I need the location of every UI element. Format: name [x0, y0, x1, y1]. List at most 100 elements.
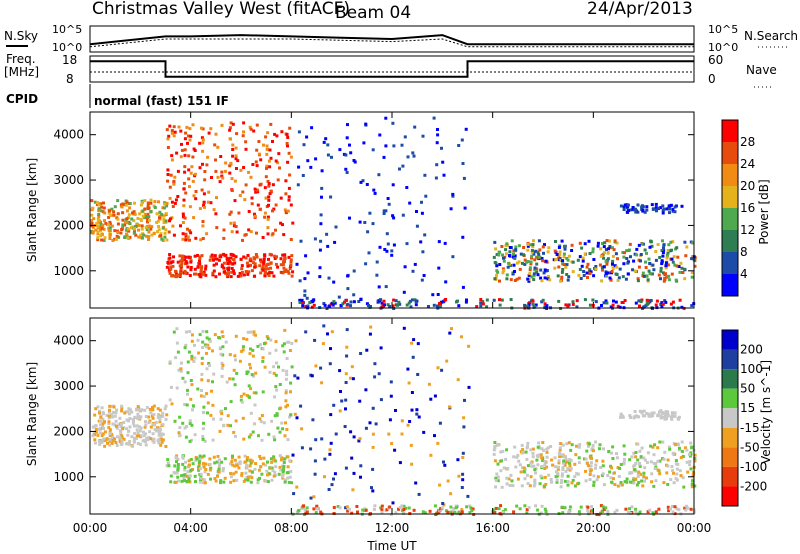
- echo-cell: [136, 405, 140, 409]
- echo-cell: [438, 304, 442, 308]
- cpid-label: CPID: [6, 92, 38, 106]
- echo-cell: [148, 407, 152, 411]
- y-tick-label: 4000: [53, 334, 84, 348]
- echo-cell: [518, 267, 522, 271]
- echo-cell: [516, 453, 520, 457]
- echo-cell: [560, 505, 564, 509]
- echo-cell: [591, 298, 595, 302]
- echo-cell: [645, 205, 649, 209]
- echo-cell: [253, 403, 257, 407]
- echo-cell: [285, 369, 289, 373]
- echo-cell: [652, 411, 656, 415]
- echo-cell: [90, 222, 94, 225]
- echo-cell: [532, 274, 536, 278]
- echo-cell: [638, 464, 642, 468]
- echo-cell: [332, 300, 336, 304]
- echo-cell: [301, 174, 305, 177]
- echo-cell: [161, 226, 165, 230]
- echo-cell: [671, 469, 675, 473]
- echo-cell: [460, 486, 464, 489]
- echo-cell: [174, 455, 178, 459]
- echo-cell: [244, 140, 248, 144]
- echo-cell: [229, 256, 233, 260]
- colorbar-tick-label: 16: [740, 201, 755, 215]
- echo-cell: [640, 410, 644, 413]
- echo-cell: [540, 504, 544, 508]
- echo-cell: [386, 197, 390, 200]
- echo-cell: [492, 255, 496, 259]
- echo-cell: [352, 300, 356, 304]
- echo-cell: [97, 215, 101, 218]
- echo-cell: [312, 303, 316, 307]
- echo-cell: [526, 441, 530, 445]
- echo-cell: [191, 408, 194, 412]
- echo-cell: [539, 474, 543, 478]
- echo-cell: [656, 413, 660, 417]
- echo-cell: [587, 444, 590, 448]
- echo-cell: [193, 356, 197, 360]
- echo-cell: [517, 276, 521, 280]
- echo-cell: [540, 447, 544, 451]
- echo-cell: [220, 460, 224, 464]
- echo-cell: [588, 272, 592, 275]
- echo-cell: [202, 395, 206, 398]
- echo-cell: [448, 331, 452, 335]
- echo-cell: [270, 271, 274, 275]
- echo-cell: [657, 507, 661, 511]
- echo-cell: [517, 459, 521, 463]
- echo-cell: [182, 215, 185, 219]
- echo-cell: [559, 259, 563, 262]
- echo-cell: [666, 251, 670, 255]
- echo-cell: [113, 414, 117, 418]
- echo-cell: [206, 472, 210, 476]
- echo-cell: [312, 495, 316, 499]
- echo-cell: [249, 230, 253, 234]
- echo-cell: [666, 458, 670, 462]
- echo-cell: [90, 213, 94, 217]
- echo-cell: [344, 167, 348, 171]
- echo-cell: [219, 410, 223, 414]
- echo-cell: [111, 410, 115, 414]
- echo-cell: [530, 275, 534, 279]
- echo-cell: [332, 477, 335, 481]
- echo-cell: [100, 233, 104, 236]
- echo-cell: [220, 366, 224, 370]
- echo-cell: [408, 299, 412, 303]
- echo-cell: [575, 472, 579, 476]
- echo-cell: [609, 464, 613, 468]
- echo-cell: [509, 473, 513, 477]
- echo-cell: [178, 433, 182, 437]
- echo-cell: [256, 203, 260, 207]
- echo-cell: [105, 437, 109, 441]
- echo-cell: [517, 244, 521, 248]
- echo-cell: [271, 232, 275, 236]
- echo-cell: [163, 202, 167, 206]
- echo-cell: [251, 261, 255, 265]
- echo-cell: [300, 298, 304, 302]
- echo-cell: [98, 431, 102, 435]
- echo-cell: [103, 420, 106, 424]
- echo-cell: [388, 418, 392, 422]
- echo-cell: [322, 140, 326, 144]
- echo-cell: [152, 404, 156, 408]
- echo-cell: [647, 269, 651, 273]
- echo-cell: [273, 132, 277, 136]
- echo-cell: [602, 301, 606, 305]
- echo-cell: [672, 471, 675, 475]
- echo-cell: [97, 439, 101, 443]
- echo-cell: [603, 483, 606, 487]
- echo-cell: [256, 344, 260, 348]
- echo-cell: [100, 226, 104, 230]
- echo-cell: [532, 278, 536, 282]
- echo-cell: [178, 415, 182, 419]
- echo-cell: [164, 228, 168, 232]
- echo-cell: [103, 211, 107, 215]
- echo-cell: [255, 123, 259, 127]
- echo-cell: [604, 272, 608, 275]
- echo-cell: [658, 459, 662, 463]
- echo-cell: [515, 455, 519, 459]
- echo-cell: [184, 460, 188, 464]
- echo-cell: [108, 209, 112, 213]
- echo-cell: [199, 476, 203, 480]
